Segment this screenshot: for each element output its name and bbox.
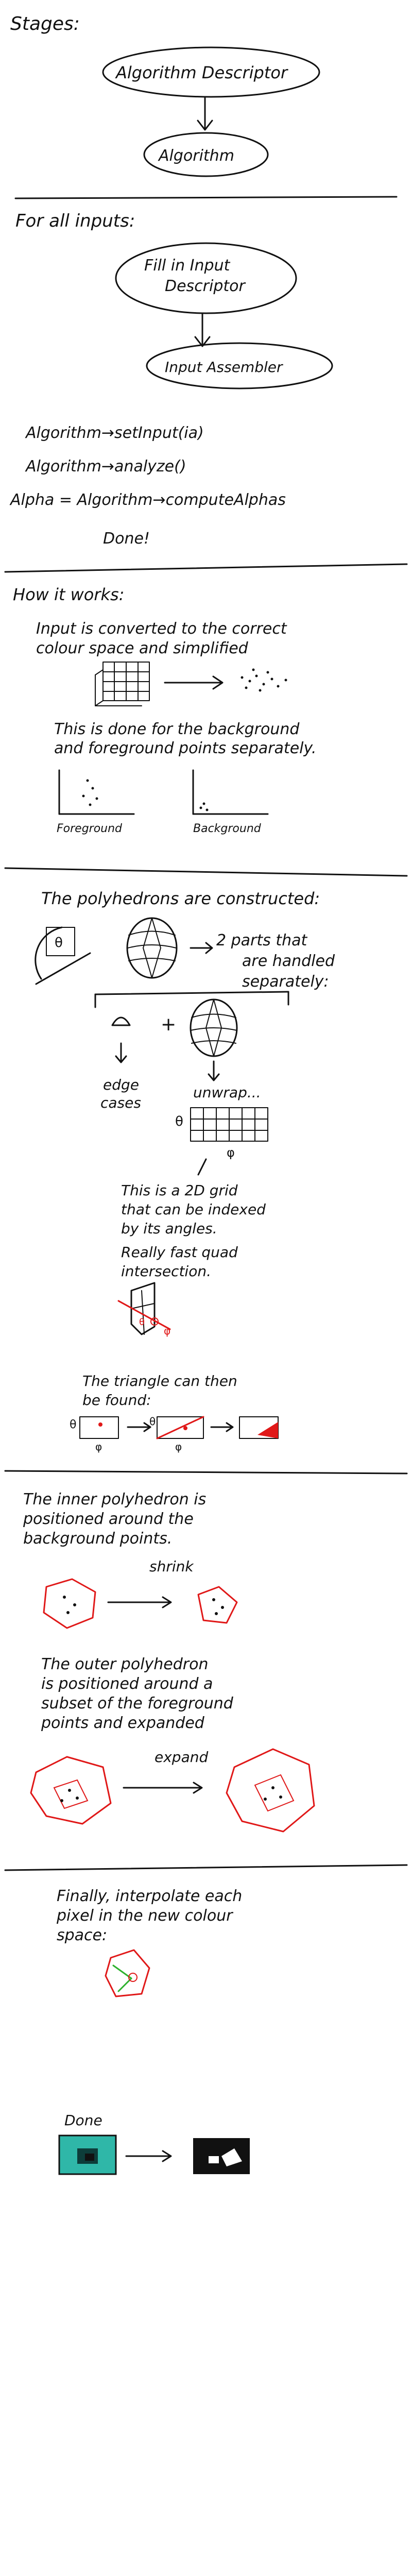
svg-text:θ: θ [70, 1418, 76, 1431]
algorithm-descriptor-label: Algorithm Descriptor [115, 63, 288, 82]
grid-text-line5: intersection. [121, 1263, 211, 1280]
fill-input-line2: Descriptor [165, 277, 246, 295]
colour-grid-icon [95, 662, 150, 706]
background-mini-plot [192, 769, 269, 815]
plus-sign: + [161, 1014, 176, 1035]
svg-text:θ: θ [139, 1317, 145, 1328]
stage-arrow-1-head [197, 120, 213, 131]
grid-text-line2: that can be indexed [121, 1201, 266, 1218]
triangle-line2: be found: [82, 1392, 151, 1409]
triangle-line1: The triangle can then [82, 1372, 237, 1389]
arrow-to-two-parts-head [205, 942, 213, 954]
grid-text-line3: by its angles. [121, 1220, 217, 1237]
stage-arrow-2-head [194, 336, 211, 347]
how-it-works-heading: How it works: [13, 585, 124, 604]
divider-2 [4, 563, 408, 573]
two-parts-line2: are handled [242, 952, 335, 970]
svg-text:φ: φ [95, 1440, 102, 1453]
result-arrow-head [162, 2150, 172, 2162]
shrink-arrow-head [162, 1596, 172, 1608]
outer-line1: The outer polyhedron [41, 1655, 209, 1673]
phi-axis-label: φ [227, 1145, 235, 1160]
divider-4 [4, 1470, 408, 1475]
scatter-points [241, 668, 287, 692]
unwrapped-grid [190, 1107, 268, 1142]
outer-line4: points and expanded [41, 1714, 205, 1732]
how-p1-line1: Input is converted to the correct [36, 620, 287, 638]
background-label: Background [193, 822, 262, 835]
code-set-input: Algorithm→setInput(ia) [25, 424, 204, 442]
edge-arrow-head [115, 1055, 127, 1063]
foreground-mini-plot [58, 769, 135, 815]
grid-text-line4: Really fast quad [121, 1244, 238, 1261]
before-image-thumbnail [58, 2134, 117, 2175]
how-p2-line2: and foreground points separately. [54, 739, 316, 757]
inner-line3: background points. [23, 1530, 172, 1548]
edge-cases-line2: cases [100, 1094, 141, 1111]
grid-text-line1: This is a 2D grid [121, 1182, 238, 1199]
algorithm-bubble [143, 132, 269, 177]
inner-before-polygon [43, 1578, 96, 1629]
outer-line3: subset of the foreground [41, 1694, 234, 1713]
svg-text:θ: θ [149, 1415, 156, 1428]
theta-angle-icon [35, 926, 91, 985]
final-line3: space: [57, 1926, 107, 1944]
theta-axis-label: θ [175, 1114, 183, 1129]
band-piece-icon [190, 998, 238, 1057]
inner-after-polygon [197, 1586, 238, 1624]
outer-line2: is positioned around a [41, 1675, 213, 1693]
stages-heading: Stages: [10, 13, 80, 35]
two-parts-line3: separately: [242, 973, 329, 991]
expand-arrow-head [193, 1782, 203, 1794]
triangle-finding-sequence: θ φ θ φ [70, 1415, 279, 1453]
foreground-label: Foreground [57, 822, 123, 835]
divider-5 [4, 1864, 408, 1871]
theta-symbol-1: θ [55, 935, 63, 951]
final-line2: pixel in the new colour [56, 1907, 233, 1925]
interpolation-icon [105, 1949, 150, 1997]
code-analyze: Algorithm→analyze() [25, 457, 186, 476]
svg-text:φ: φ [164, 1325, 170, 1337]
split-bracket [94, 991, 289, 995]
code-compute-alphas: Alpha = Algorithm→computeAlphas [9, 491, 286, 509]
ray-intersection-icon: φ θ [117, 1282, 171, 1337]
edge-cases-line1: edge [103, 1076, 139, 1093]
unwrap-label: unwrap... [193, 1084, 261, 1101]
algorithm-label: Algorithm [158, 147, 234, 165]
cap-piece-icon [111, 1016, 131, 1026]
fill-input-line1: Fill in Input [144, 257, 231, 275]
inner-line2: positioned around the [23, 1510, 194, 1528]
divider-1 [14, 196, 398, 199]
input-assembler-label: Input Assembler [165, 359, 283, 376]
fill-input-descriptor-bubble [115, 242, 297, 314]
final-line1: Finally, interpolate each [57, 1887, 242, 1905]
stages-done: Done! [103, 530, 150, 548]
simplify-arrow-head [212, 675, 224, 690]
unwrap-arrow-head [208, 1073, 220, 1081]
final-done: Done [64, 2112, 102, 2129]
expand-label: expand [154, 1749, 208, 1766]
algorithm-descriptor-bubble [102, 46, 320, 98]
for-all-inputs-heading: For all inputs: [15, 211, 135, 231]
outer-after-polygon [226, 1748, 315, 1833]
svg-text:φ: φ [175, 1440, 182, 1453]
how-p1-line2: colour space and simplified [36, 639, 249, 657]
how-p2-line1: This is done for the background [54, 720, 300, 738]
after-image-thumbnail [193, 2138, 250, 2174]
polyhedron-sphere-icon [126, 917, 178, 979]
polyhedrons-heading: The polyhedrons are constructed: [41, 889, 320, 908]
grid-arrow [197, 1158, 207, 1176]
two-parts-line1: 2 parts that [216, 931, 307, 950]
shrink-label: shrink [149, 1558, 194, 1575]
input-assembler-bubble [146, 342, 333, 389]
divider-3 [4, 867, 408, 877]
outer-before-polygon [30, 1756, 112, 1825]
inner-line1: The inner polyhedron is [23, 1490, 206, 1509]
